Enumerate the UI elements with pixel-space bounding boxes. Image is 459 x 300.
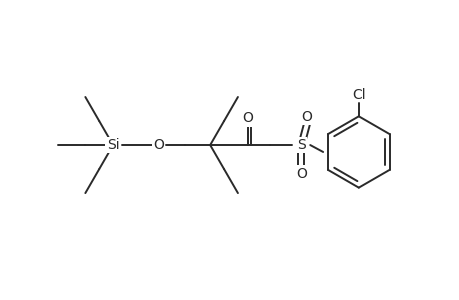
Text: O: O xyxy=(242,111,253,125)
Text: Si: Si xyxy=(106,138,119,152)
Text: Cl: Cl xyxy=(351,88,365,101)
Text: O: O xyxy=(295,167,306,181)
Text: O: O xyxy=(153,138,164,152)
Text: S: S xyxy=(297,138,305,152)
Text: O: O xyxy=(301,110,312,124)
